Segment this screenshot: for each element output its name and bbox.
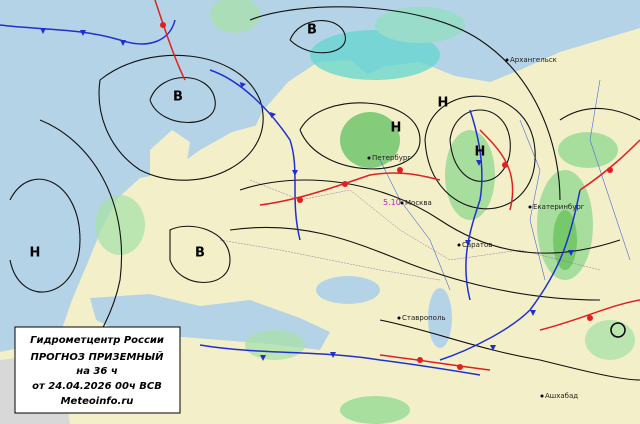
info-box — [14, 326, 181, 414]
scandinavia — [245, 60, 372, 168]
info-line: на 36 ч — [76, 366, 118, 377]
station-value: 5.10 — [383, 198, 401, 207]
city-dot — [540, 394, 544, 398]
black-sea — [316, 276, 380, 304]
city-dot — [367, 156, 371, 160]
fronts — [0, 0, 640, 376]
pressure-center: Н — [475, 145, 486, 160]
city-label: Ашхабад — [545, 392, 578, 400]
city-dot — [505, 58, 509, 62]
info-line: от 24.04.2026 00ч ВСВ — [32, 381, 162, 392]
pressure-centers: В В В Н Н Н Н — [30, 23, 486, 261]
pressure-center: Н — [30, 246, 41, 261]
pressure-center: Н — [391, 121, 402, 136]
pressure-center: Н — [438, 96, 449, 111]
caspian-sea — [428, 288, 452, 348]
city-dot — [528, 205, 532, 209]
city-label: Москва — [405, 199, 432, 207]
city-label: Архангельск — [510, 56, 557, 64]
info-box-text: Гидрометцентр России ПРОГНОЗ ПРИЗЕМНЫЙ на … — [30, 335, 164, 407]
city-dot — [457, 243, 461, 247]
pressure-center: В — [307, 23, 317, 38]
info-line: ПРОГНОЗ ПРИЗЕМНЫЙ — [30, 350, 164, 363]
city-label: Петербург — [372, 154, 411, 162]
city-label: Ставрополь — [402, 314, 446, 322]
city-label: Екатеринбург — [533, 203, 585, 211]
info-line: Гидрометцентр России — [30, 335, 164, 346]
pressure-center: В — [195, 246, 205, 261]
cities: Москва Петербург Саратов Екатеринбург Ашхаба… — [367, 56, 585, 400]
city-dot — [400, 201, 404, 205]
city-dot — [397, 316, 401, 320]
city-label: Саратов — [462, 241, 492, 249]
borders-rivers — [219, 79, 631, 291]
british-isles — [150, 130, 190, 180]
precipitation — [95, 0, 635, 424]
info-line: Meteoinfo.ru — [61, 396, 134, 407]
ocean — [0, 0, 640, 352]
pressure-center: В — [173, 90, 183, 105]
cyclone-symbol — [610, 322, 626, 338]
